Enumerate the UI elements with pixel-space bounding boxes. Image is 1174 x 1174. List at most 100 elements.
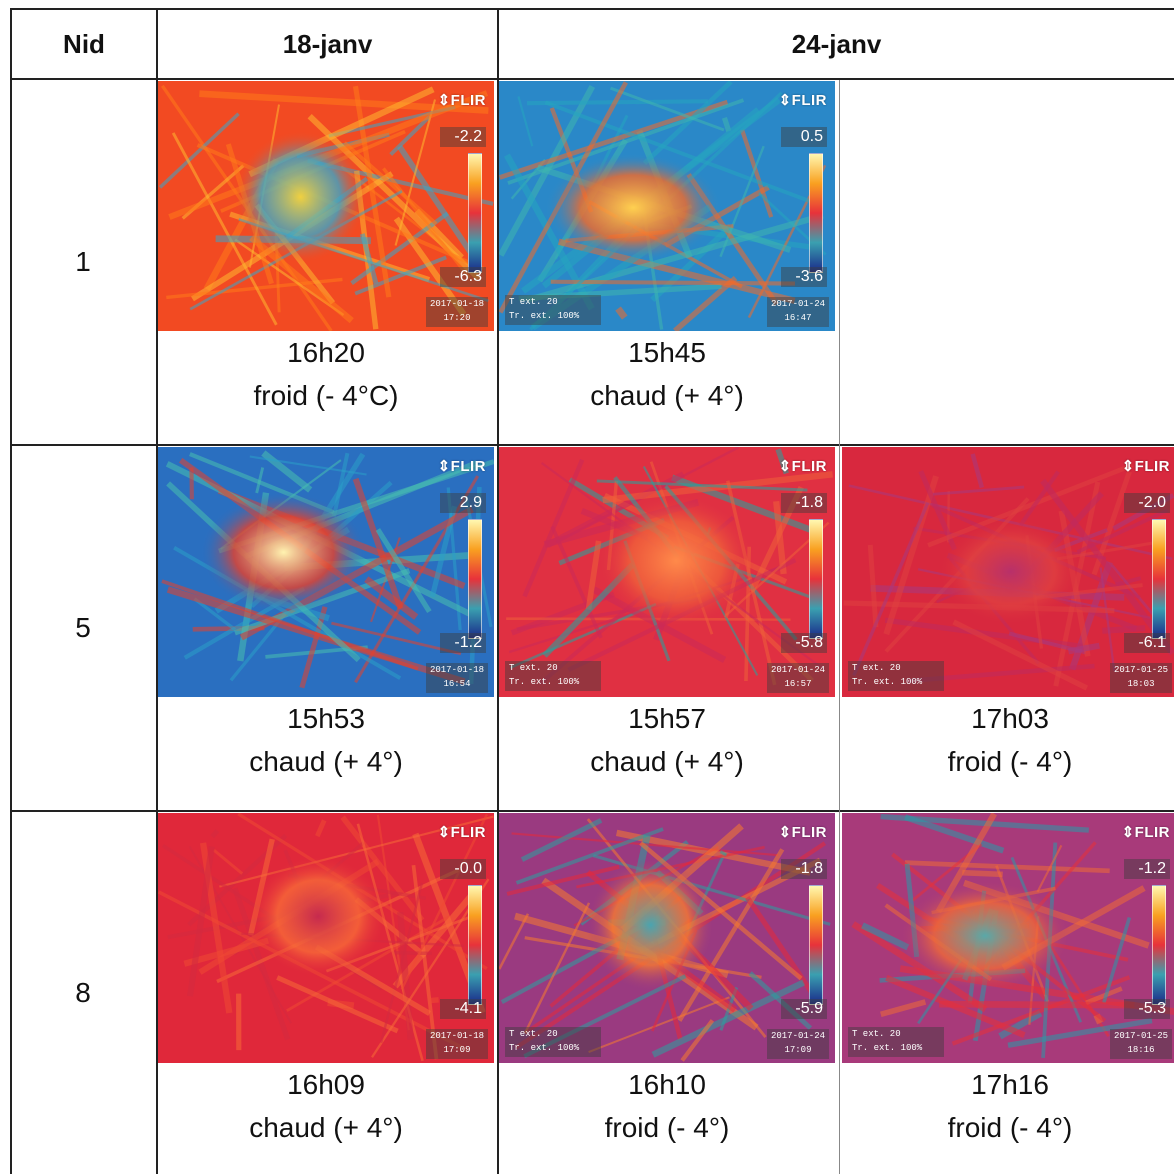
timestamp-date: 2017-01-18: [429, 665, 484, 675]
flir-logo: ⇕FLIR: [778, 824, 827, 841]
thermal-image-graphic: [499, 447, 835, 697]
color-scale-bar: [468, 885, 482, 1005]
cell-caption: 15h53 chaud (+ 4°): [158, 697, 494, 787]
param-text-ext: T ext. 20: [509, 663, 558, 673]
timestamp: 2017-01-25 18:03: [1110, 663, 1172, 693]
thermal-image-graphic: [842, 813, 1174, 1063]
timestamp-time: 16:54: [443, 679, 471, 689]
temp-max-label: -1.2: [1124, 859, 1170, 879]
nid-label: 8: [75, 977, 91, 1008]
temperature-state: froid (- 4°C): [253, 380, 399, 411]
thermal-params: T ext. 20 Tr. ext. 100%: [848, 661, 944, 691]
temp-min-label: -1.2: [440, 633, 486, 653]
temp-max-label: 2.9: [440, 493, 486, 513]
timestamp: 2017-01-24 16:47: [767, 297, 829, 327]
row-divider: [10, 444, 1174, 446]
temp-min-label: -5.9: [781, 999, 827, 1019]
thermal-image: ⇕FLIR -2.2 -6.3 2017-01-18 17:20: [158, 81, 494, 331]
flir-logo: ⇕FLIR: [437, 458, 486, 475]
color-scale-bar: [1152, 519, 1166, 639]
subcol-divider: [839, 80, 840, 1174]
timestamp-time: 16:57: [784, 679, 812, 689]
color-scale-bar: [1152, 885, 1166, 1005]
nid-label: 1: [75, 246, 91, 277]
capture-time: 17h16: [971, 1069, 1049, 1100]
thermal-image: ⇕FLIR 2.9 -1.2 2017-01-18 16:54: [158, 447, 494, 697]
thermal-image: ⇕FLIR 0.5 -3.6 T ext. 20 Tr. ext. 100% 2…: [499, 81, 835, 331]
timestamp-date: 2017-01-24: [770, 1031, 825, 1041]
capture-time: 15h45: [628, 337, 706, 368]
thermal-image-graphic: [158, 81, 494, 331]
timestamp: 2017-01-18 16:54: [426, 663, 488, 693]
temperature-state: froid (- 4°): [604, 1112, 730, 1143]
temperature-state: chaud (+ 4°): [249, 746, 403, 777]
timestamp: 2017-01-18 17:09: [426, 1029, 488, 1059]
temp-max-label: -1.8: [781, 493, 827, 513]
temp-min-label: -4.1: [440, 999, 486, 1019]
temperature-state: chaud (+ 4°): [590, 380, 744, 411]
flir-logo: ⇕FLIR: [1121, 824, 1170, 841]
timestamp-date: 2017-01-25: [1113, 1031, 1168, 1041]
timestamp: 2017-01-24 16:57: [767, 663, 829, 693]
thermal-params: T ext. 20 Tr. ext. 100%: [505, 1027, 601, 1057]
thermal-image-graphic: [158, 447, 494, 697]
timestamp: 2017-01-24 17:09: [767, 1029, 829, 1059]
col-divider: [497, 8, 499, 1174]
timestamp-date: 2017-01-18: [429, 1031, 484, 1041]
param-text-rext: Tr. ext. 100%: [509, 311, 580, 321]
capture-time: 17h03: [971, 703, 1049, 734]
param-text-ext: T ext. 20: [509, 297, 558, 307]
thermal-image-graphic: [158, 813, 494, 1063]
timestamp-date: 2017-01-25: [1113, 665, 1168, 675]
temp-max-label: -1.8: [781, 859, 827, 879]
capture-time: 16h20: [287, 337, 365, 368]
temp-min-label: -6.1: [1124, 633, 1170, 653]
capture-time: 16h10: [628, 1069, 706, 1100]
timestamp-date: 2017-01-24: [770, 299, 825, 309]
temp-min-label: -5.8: [781, 633, 827, 653]
param-text-ext: T ext. 20: [852, 1029, 901, 1039]
cell-caption: 15h45 chaud (+ 4°): [499, 331, 835, 421]
param-text-ext: T ext. 20: [509, 1029, 558, 1039]
header-divider: [10, 78, 1174, 80]
col-divider: [156, 8, 158, 1174]
table-border-top: [10, 8, 1174, 10]
timestamp-time: 16:47: [784, 313, 812, 323]
timestamp-date: 2017-01-24: [770, 665, 825, 675]
thermal-image: ⇕FLIR -0.0 -4.1 2017-01-18 17:09: [158, 813, 494, 1063]
color-scale-bar: [468, 153, 482, 273]
timestamp-time: 17:09: [443, 1045, 471, 1055]
thermal-image: ⇕FLIR -1.8 -5.9 T ext. 20 Tr. ext. 100% …: [499, 813, 835, 1063]
capture-time: 16h09: [287, 1069, 365, 1100]
table-border-left: [10, 8, 12, 1174]
timestamp-time: 18:03: [1127, 679, 1155, 689]
flir-logo: ⇕FLIR: [778, 458, 827, 475]
thermal-image-graphic: [842, 447, 1174, 697]
flir-logo: ⇕FLIR: [1121, 458, 1170, 475]
nid-label: 5: [75, 612, 91, 643]
timestamp-time: 17:20: [443, 313, 471, 323]
header-nid: Nid: [63, 28, 105, 59]
temperature-state: froid (- 4°): [947, 746, 1073, 777]
timestamp: 2017-01-18 17:20: [426, 297, 488, 327]
thermal-params: T ext. 20 Tr. ext. 100%: [848, 1027, 944, 1057]
timestamp: 2017-01-25 18:16: [1110, 1029, 1172, 1059]
color-scale-bar: [468, 519, 482, 639]
param-text-rext: Tr. ext. 100%: [852, 677, 923, 687]
cell-caption: 17h03 froid (- 4°): [842, 697, 1174, 787]
cell-caption: 15h57 chaud (+ 4°): [499, 697, 835, 787]
temperature-state: chaud (+ 4°): [249, 1112, 403, 1143]
temp-max-label: -0.0: [440, 859, 486, 879]
cell-caption: 16h10 froid (- 4°): [499, 1063, 835, 1153]
timestamp-time: 17:09: [784, 1045, 812, 1055]
header-24-janv: 24-janv: [791, 28, 882, 59]
timestamp-date: 2017-01-18: [429, 299, 484, 309]
temp-max-label: -2.2: [440, 127, 486, 147]
thermal-params: T ext. 20 Tr. ext. 100%: [505, 661, 601, 691]
flir-logo: ⇕FLIR: [437, 824, 486, 841]
thermal-image: ⇕FLIR -1.8 -5.8 T ext. 20 Tr. ext. 100% …: [499, 447, 835, 697]
thermal-image-graphic: [499, 813, 835, 1063]
thermal-params: T ext. 20 Tr. ext. 100%: [505, 295, 601, 325]
thermal-image: ⇕FLIR -2.0 -6.1 T ext. 20 Tr. ext. 100% …: [842, 447, 1174, 697]
